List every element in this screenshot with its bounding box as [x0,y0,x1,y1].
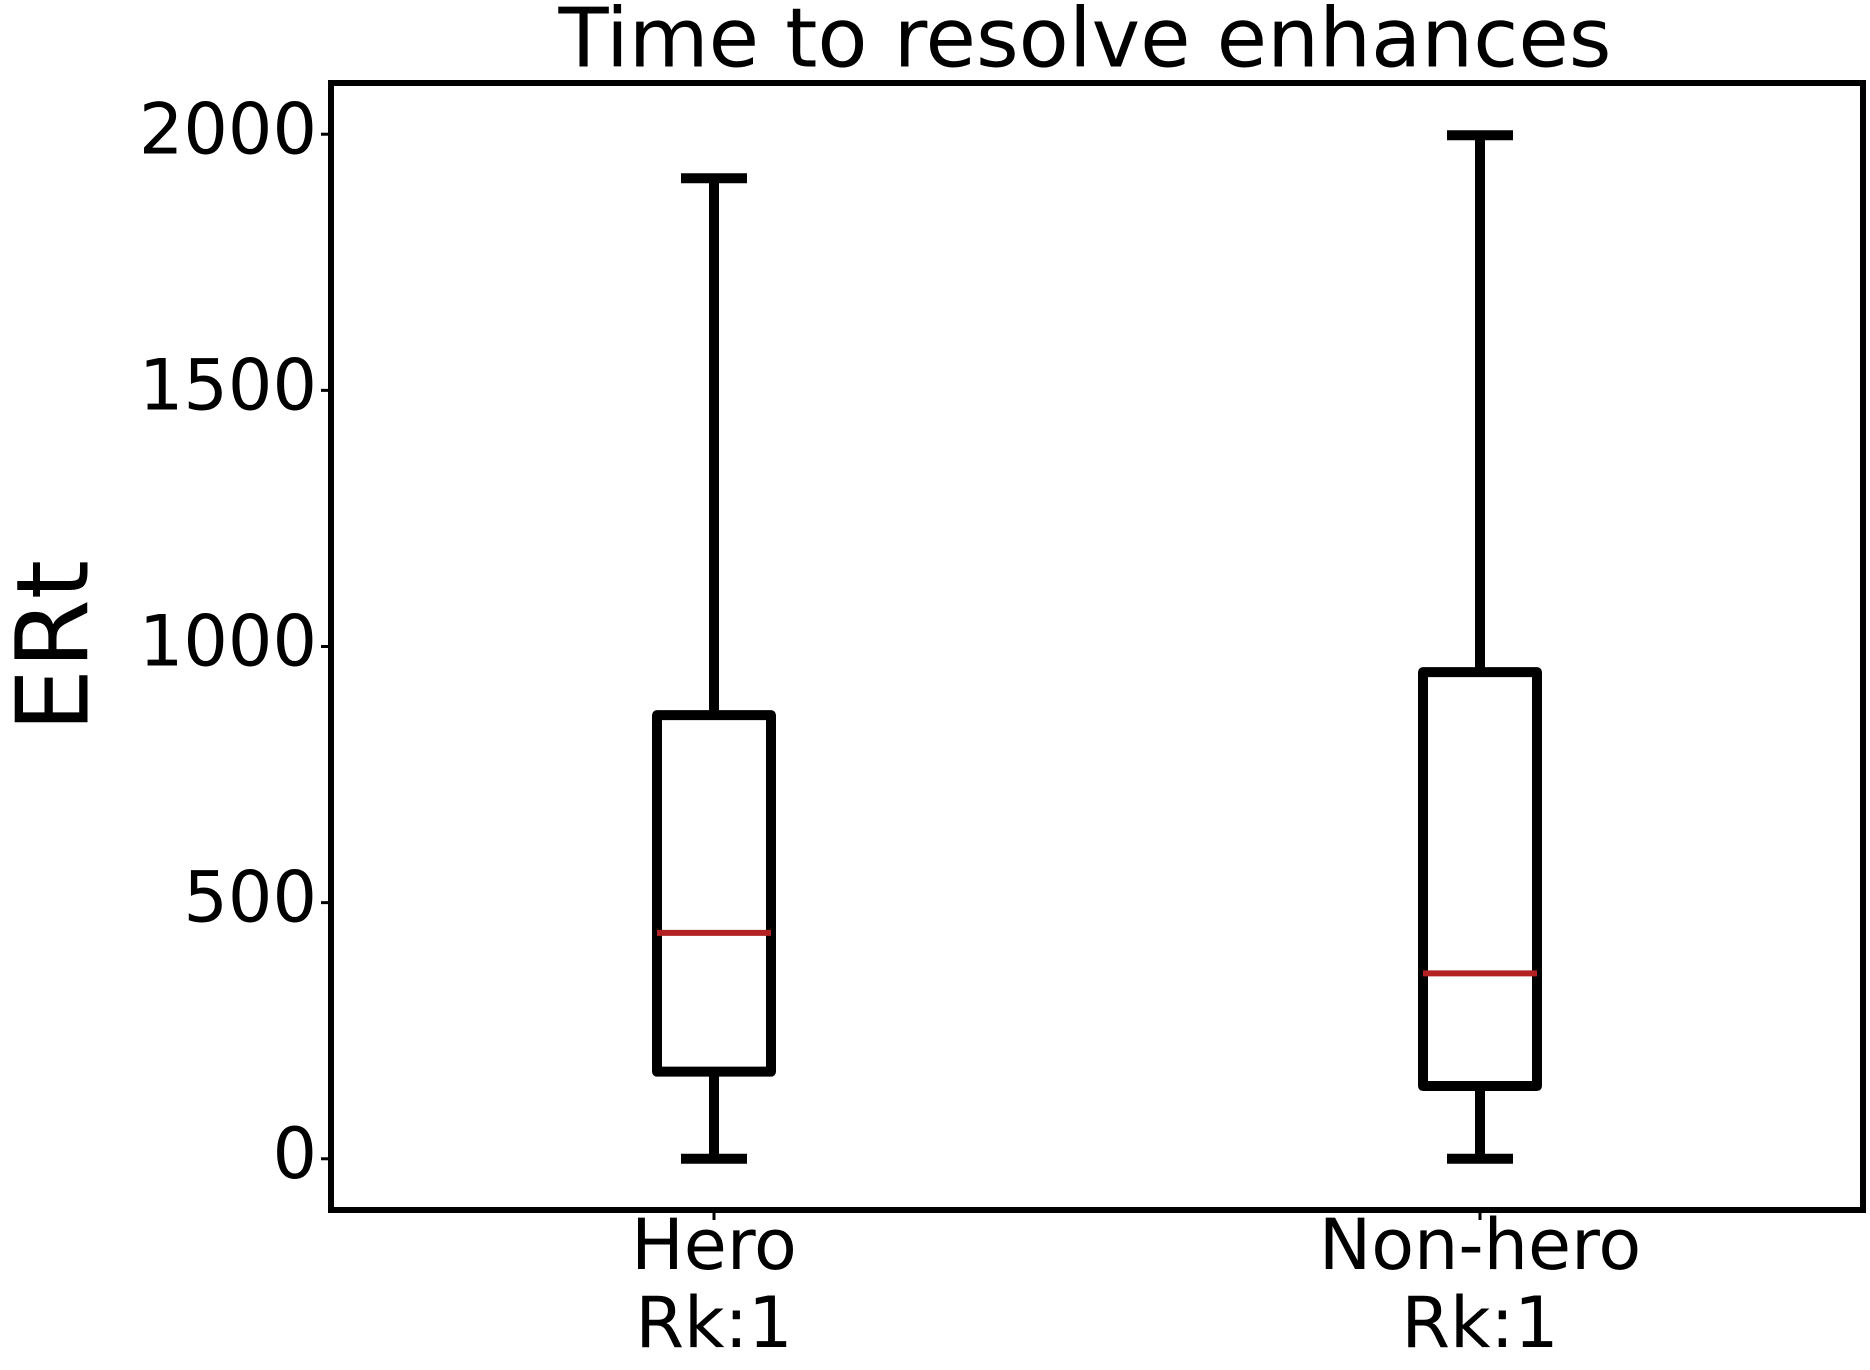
x-tick-label: Rk:1 [635,1282,792,1364]
box [1418,667,1542,1092]
y-tick-label: 0 [272,1113,317,1195]
x-tick-label: Non-hero [1319,1204,1641,1286]
box [652,710,776,1077]
y-axis-label: ERt [0,560,111,732]
y-tick-label: 1000 [139,601,317,683]
y-tick-label: 500 [183,857,317,939]
x-tick-label: Hero [631,1204,797,1286]
y-tick-label: 1500 [139,344,317,426]
y-tick-label: 2000 [139,88,317,170]
plot-frame [328,80,1866,1213]
x-tick-label: Rk:1 [1401,1282,1558,1364]
chart-title: Time to resolve enhances [557,0,1611,86]
